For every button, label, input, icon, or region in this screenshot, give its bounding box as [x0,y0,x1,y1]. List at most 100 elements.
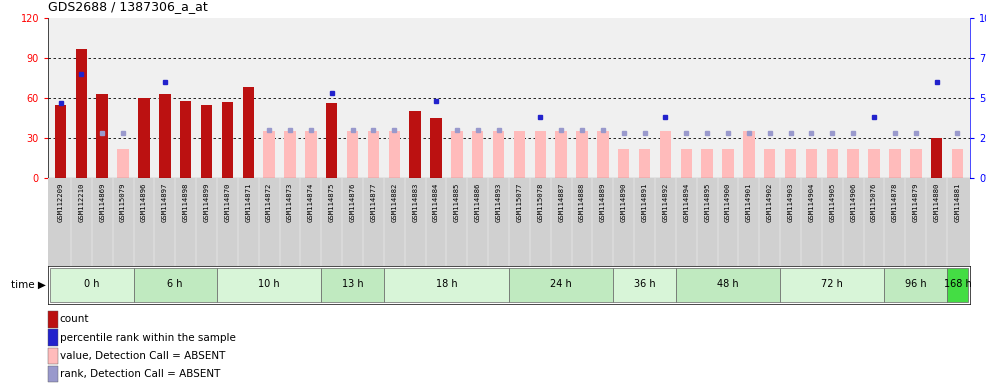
Bar [48,311,58,328]
Text: count: count [59,314,89,324]
Bar [472,131,483,178]
Bar [723,149,734,178]
Bar [133,268,217,302]
Bar [884,268,948,302]
Bar [347,131,358,178]
Text: GSM114890: GSM114890 [621,182,627,222]
Bar [368,131,380,178]
Bar [452,131,462,178]
Bar [509,268,613,302]
Text: GSM114877: GSM114877 [371,182,377,222]
Bar [948,268,968,302]
Bar [48,366,58,382]
Bar [889,149,900,178]
Text: GSM114897: GSM114897 [162,182,168,222]
Text: GSM114875: GSM114875 [328,182,334,222]
Text: percentile rank within the sample: percentile rank within the sample [59,333,236,343]
Bar [785,149,797,178]
Bar [493,131,504,178]
Bar [388,131,400,178]
Text: 18 h: 18 h [436,279,458,289]
Text: GDS2688 / 1387306_a_at: GDS2688 / 1387306_a_at [48,0,208,13]
Text: 168 h: 168 h [944,279,971,289]
Text: GSM114898: GSM114898 [182,182,188,222]
Text: 96 h: 96 h [905,279,927,289]
Text: GSM114873: GSM114873 [287,182,293,222]
Bar [613,268,675,302]
Text: GSM114887: GSM114887 [558,182,564,222]
Bar [826,149,838,178]
Text: 36 h: 36 h [634,279,656,289]
Text: GSM114881: GSM114881 [954,182,960,222]
Bar [869,149,880,178]
Text: GSM114901: GSM114901 [745,182,752,222]
Bar [48,329,58,346]
Text: value, Detection Call = ABSENT: value, Detection Call = ABSENT [59,351,225,361]
Bar [159,94,171,178]
Bar [598,131,608,178]
Bar [263,131,275,178]
Text: GSM114883: GSM114883 [412,182,418,222]
Text: GSM114904: GSM114904 [809,182,814,222]
Text: GSM114884: GSM114884 [433,182,439,222]
Bar [780,268,884,302]
Bar [743,131,754,178]
Text: time ▶: time ▶ [11,280,46,290]
Bar [384,268,509,302]
Bar [430,118,442,178]
Bar [555,131,567,178]
Bar [701,149,713,178]
Bar [910,149,922,178]
Text: GSM114906: GSM114906 [850,182,856,222]
Bar [618,149,629,178]
Bar [534,131,546,178]
Text: 10 h: 10 h [258,279,280,289]
Bar [138,98,150,178]
Text: 72 h: 72 h [821,279,843,289]
Bar [931,138,943,178]
Text: 48 h: 48 h [717,279,739,289]
Text: GSM114886: GSM114886 [474,182,481,222]
Bar [117,149,129,178]
Text: 6 h: 6 h [168,279,183,289]
Text: GSM114876: GSM114876 [350,182,356,222]
Bar [201,105,212,178]
Text: GSM114899: GSM114899 [203,182,210,222]
Bar [305,131,317,178]
Bar [222,102,233,178]
Text: GSM114900: GSM114900 [725,182,731,222]
Bar [76,49,87,178]
Bar [680,149,692,178]
Bar [660,131,671,178]
Bar [48,348,58,364]
Text: GSM114869: GSM114869 [100,182,106,222]
Text: 13 h: 13 h [342,279,364,289]
Text: GSM114879: GSM114879 [913,182,919,222]
Text: GSM114896: GSM114896 [141,182,147,222]
Text: GSM114874: GSM114874 [308,182,314,222]
Bar [326,103,337,178]
Text: GSM112210: GSM112210 [78,182,85,222]
Text: GSM114891: GSM114891 [642,182,648,222]
Text: GSM114880: GSM114880 [934,182,940,222]
Bar [284,131,296,178]
Text: GSM114871: GSM114871 [246,182,251,222]
Text: GSM114893: GSM114893 [496,182,502,222]
Text: GSM114889: GSM114889 [599,182,605,222]
Text: GSM115078: GSM115078 [537,182,543,222]
Bar [50,268,133,302]
Bar [321,268,384,302]
Text: GSM114878: GSM114878 [892,182,898,222]
Text: 0 h: 0 h [84,279,100,289]
Bar [764,149,775,178]
Text: GSM115076: GSM115076 [871,182,877,222]
Text: GSM114905: GSM114905 [829,182,835,222]
Text: GSM114885: GSM114885 [454,182,459,222]
Bar [951,149,963,178]
Bar [97,94,108,178]
Bar [179,101,191,178]
Bar [576,131,588,178]
Bar [675,268,780,302]
Bar [409,111,421,178]
Text: GSM114895: GSM114895 [704,182,710,222]
